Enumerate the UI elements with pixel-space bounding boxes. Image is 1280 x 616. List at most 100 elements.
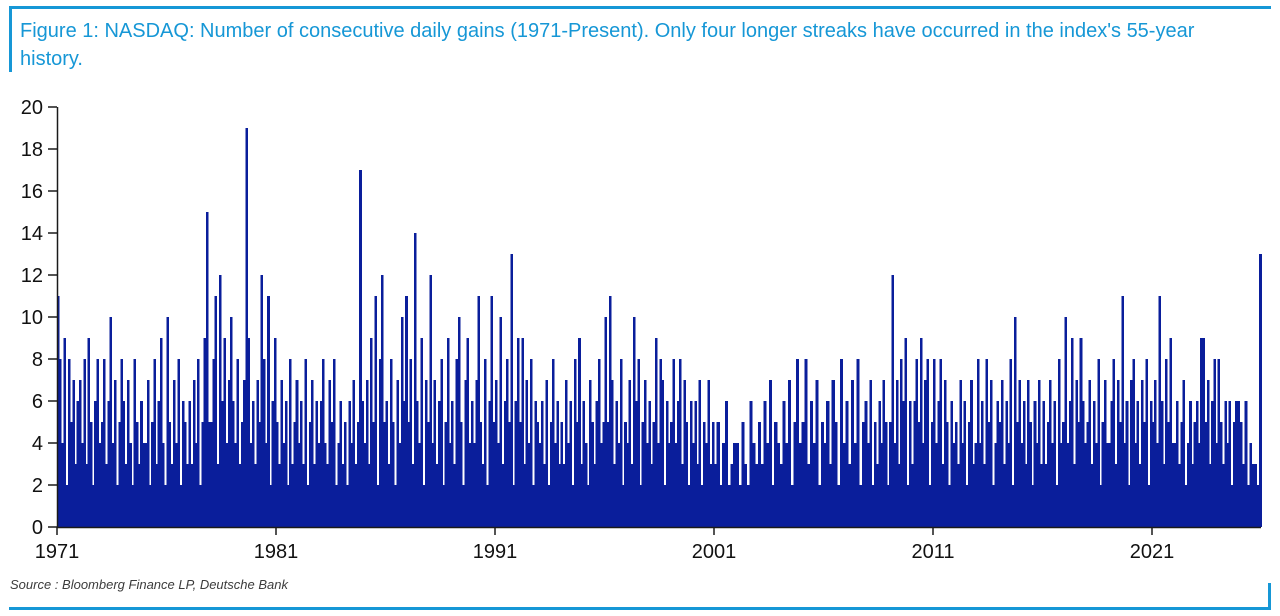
bar bbox=[1222, 464, 1225, 527]
bar bbox=[996, 401, 1000, 527]
y-tick-label: 0 bbox=[32, 517, 43, 539]
bar bbox=[580, 464, 583, 527]
bar bbox=[376, 485, 380, 527]
y-tick-label: 16 bbox=[21, 181, 43, 203]
bar bbox=[711, 422, 715, 527]
bar bbox=[733, 443, 737, 527]
bar bbox=[365, 380, 369, 527]
bar bbox=[1176, 401, 1179, 527]
bar bbox=[479, 422, 483, 527]
bar bbox=[133, 359, 137, 527]
bar bbox=[915, 359, 919, 527]
bar bbox=[243, 380, 246, 527]
bar bbox=[700, 485, 704, 527]
bar bbox=[790, 485, 794, 527]
bar bbox=[398, 443, 402, 527]
bar bbox=[1116, 380, 1120, 527]
x-tick-label: 1981 bbox=[254, 541, 299, 563]
bar bbox=[1256, 485, 1260, 527]
bar bbox=[1208, 464, 1212, 527]
bar bbox=[1235, 401, 1238, 527]
bar bbox=[470, 401, 474, 527]
bar bbox=[1027, 380, 1030, 527]
bar bbox=[492, 422, 496, 527]
bar bbox=[798, 443, 802, 527]
bar bbox=[367, 464, 371, 527]
bar bbox=[201, 422, 205, 527]
bar bbox=[730, 464, 734, 527]
bar bbox=[749, 401, 753, 527]
bar bbox=[1024, 464, 1028, 527]
bar bbox=[617, 443, 621, 527]
bar bbox=[643, 380, 647, 527]
bar bbox=[232, 401, 235, 527]
bar bbox=[1173, 443, 1177, 527]
bar bbox=[689, 401, 693, 527]
figure-title: Figure 1: NASDAQ: Number of consecutive … bbox=[20, 20, 1195, 70]
bar bbox=[1136, 401, 1140, 527]
bar bbox=[197, 359, 200, 527]
bar bbox=[652, 422, 656, 527]
bar bbox=[444, 422, 448, 527]
bar bbox=[554, 443, 557, 527]
bar bbox=[536, 422, 540, 527]
bar bbox=[308, 422, 312, 527]
bar bbox=[1000, 380, 1004, 527]
bar bbox=[162, 443, 165, 527]
bar bbox=[1226, 443, 1229, 527]
bar bbox=[170, 464, 174, 527]
bar bbox=[378, 359, 382, 527]
bar bbox=[499, 317, 502, 527]
bar bbox=[357, 422, 360, 527]
bar bbox=[878, 401, 881, 527]
y-tick-label: 18 bbox=[21, 139, 43, 161]
bar bbox=[269, 485, 272, 527]
bar bbox=[335, 485, 338, 527]
bar bbox=[118, 422, 121, 527]
bar bbox=[113, 380, 117, 527]
bar bbox=[1022, 401, 1026, 527]
bar bbox=[1165, 359, 1168, 527]
bar bbox=[1095, 443, 1098, 527]
bar bbox=[1035, 443, 1039, 527]
bar bbox=[641, 422, 645, 527]
bar bbox=[834, 422, 838, 527]
bar bbox=[59, 359, 62, 527]
bar bbox=[477, 296, 481, 527]
bar bbox=[159, 338, 163, 527]
bar bbox=[549, 422, 553, 527]
bar bbox=[514, 401, 518, 527]
bar bbox=[1055, 485, 1059, 527]
bar bbox=[683, 380, 686, 527]
bar bbox=[663, 485, 667, 527]
bar bbox=[267, 296, 270, 527]
bar bbox=[361, 401, 364, 527]
bar bbox=[722, 443, 726, 527]
bar bbox=[389, 359, 393, 527]
bar bbox=[560, 422, 564, 527]
bar bbox=[946, 422, 949, 527]
bar bbox=[902, 401, 905, 527]
bar bbox=[1112, 359, 1116, 527]
bar bbox=[481, 464, 485, 527]
bar bbox=[74, 464, 78, 527]
bar bbox=[131, 485, 134, 527]
bar bbox=[1246, 485, 1250, 527]
bar bbox=[94, 401, 97, 527]
bar bbox=[943, 380, 947, 527]
bar bbox=[804, 359, 808, 527]
bar bbox=[129, 443, 132, 527]
y-tick-label: 4 bbox=[32, 433, 43, 455]
bar bbox=[87, 338, 91, 527]
bar bbox=[346, 485, 349, 527]
bar bbox=[468, 443, 472, 527]
bar bbox=[845, 401, 849, 527]
bar bbox=[716, 422, 720, 527]
bar bbox=[604, 317, 608, 527]
bar bbox=[595, 401, 599, 527]
bar bbox=[727, 485, 731, 527]
bar bbox=[405, 296, 408, 527]
bar bbox=[313, 464, 316, 527]
bar bbox=[906, 485, 910, 527]
